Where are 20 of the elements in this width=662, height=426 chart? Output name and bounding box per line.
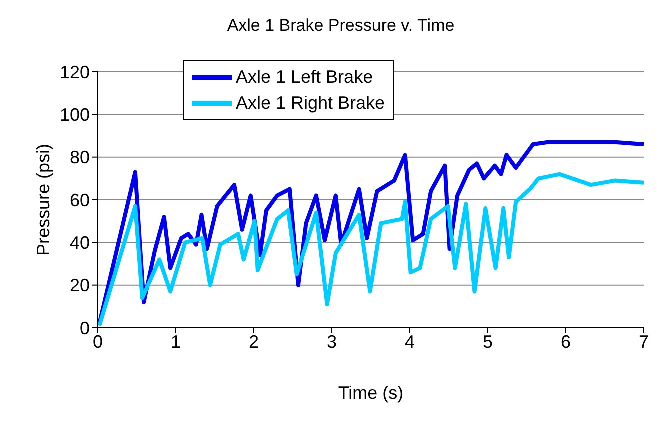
legend-label: Axle 1 Left Brake: [236, 66, 374, 89]
chart-title: Axle 1 Brake Pressure v. Time: [226, 15, 456, 37]
x-tick-label: 6: [560, 332, 572, 352]
y-tick-label: 0: [80, 318, 90, 338]
y-tick-label: 60: [70, 190, 90, 210]
x-tick-label: 0: [92, 332, 104, 352]
x-tick-label: 5: [482, 332, 494, 352]
x-tick-label: 4: [404, 332, 416, 352]
y-tick-label: 40: [70, 233, 90, 254]
legend-label: Axle 1 Right Brake: [236, 92, 386, 115]
y-tick-label: 80: [70, 148, 90, 168]
x-tick-label: 2: [248, 332, 260, 352]
y-tick-label: 100: [60, 105, 90, 126]
y-tick-label: 20: [70, 276, 90, 296]
y-tick-label: 120: [60, 62, 90, 82]
y-axis-title: Pressure (psi): [33, 144, 54, 256]
x-tick-label: 1: [170, 332, 182, 352]
x-tick-label: 3: [326, 332, 338, 352]
x-axis-title: Time (s): [338, 382, 404, 403]
x-tick-label: 7: [638, 332, 650, 352]
